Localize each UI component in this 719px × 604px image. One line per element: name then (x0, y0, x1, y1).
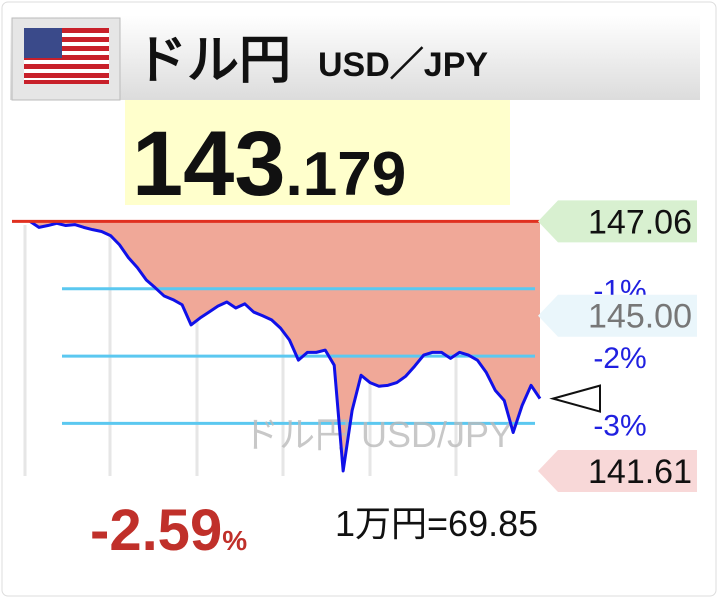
flag (11, 17, 121, 101)
percent-label: -3% (593, 409, 646, 442)
price-tag-label: 145.00 (588, 298, 692, 336)
area (30, 221, 540, 471)
price: 143.179 (132, 113, 406, 215)
watermark: ドル円 USD/JPY (243, 414, 513, 455)
price-tag-label: 141.61 (588, 453, 692, 491)
percent-label: -2% (593, 342, 646, 375)
current-marker (549, 384, 601, 413)
change: -2.59% (90, 498, 247, 563)
subtitle: USD／JPY (318, 46, 488, 84)
price-tag (538, 294, 697, 337)
header-band (10, 15, 700, 100)
price-tag (538, 200, 697, 243)
price-dec: .179 (286, 140, 407, 209)
price-tag (538, 449, 697, 492)
conversion: 1万円=69.85 (335, 503, 538, 544)
price-tag-label: 147.06 (588, 203, 692, 241)
price-line (29, 220, 542, 473)
change-unit: % (222, 525, 247, 556)
price-box (125, 100, 510, 205)
price-int: 143 (132, 113, 286, 215)
title: ドル円 (135, 32, 291, 90)
change-value: -2.59 (90, 498, 222, 563)
